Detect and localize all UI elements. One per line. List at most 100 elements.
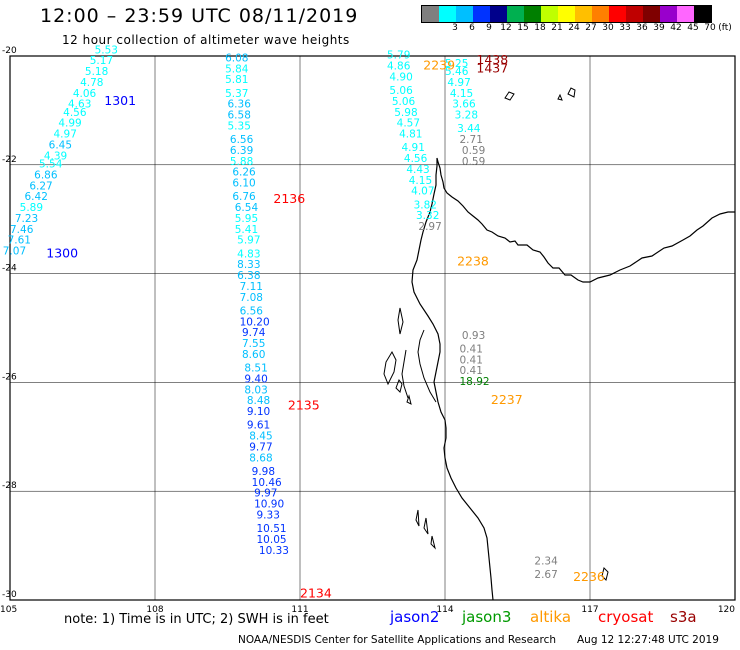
swh-value: 3.66 — [452, 99, 476, 111]
lat-tick-label: -30 — [2, 590, 17, 600]
legend-bin-label: 15 — [517, 23, 529, 33]
houtman-islet — [395, 378, 412, 405]
swh-value: 6.38 — [237, 270, 260, 282]
legend-bin-label: 45 — [687, 23, 699, 33]
legend-bin-label: 9 — [486, 23, 492, 33]
swh-value: 4.90 — [389, 71, 412, 83]
swh-value: 4.57 — [397, 118, 420, 130]
swh-value: 9.97 — [254, 488, 277, 500]
legend-bin-label: 27 — [585, 23, 597, 33]
swh-value: 4.15 — [409, 175, 432, 187]
swh-value: 3.82 — [414, 199, 437, 211]
legend-unit: (ft) — [718, 23, 732, 33]
swh-value: 6.10 — [232, 178, 255, 190]
swh-value: 7.23 — [15, 213, 38, 225]
swh-value: 8.48 — [247, 395, 270, 407]
wave-height-observations: 5.535.175.184.784.064.634.564.994.976.45… — [3, 44, 558, 581]
swh-value: 7.07 — [3, 246, 26, 258]
legend-swatch — [541, 6, 558, 22]
shark-bay-peninsula — [401, 329, 437, 403]
legend-swatch — [524, 6, 541, 22]
swh-value: 7.11 — [240, 281, 263, 293]
pass-time-label: 2135 — [288, 398, 320, 413]
credit-text: NOAA/NESDIS Center for Satellite Applica… — [238, 634, 556, 646]
legend-bin-label: 42 — [670, 23, 682, 33]
pass-time-label: 2236 — [573, 569, 605, 584]
swh-value: 5.53 — [95, 44, 118, 56]
swh-value: 5.89 — [20, 202, 43, 214]
pass-time-label: 2239 — [423, 58, 455, 73]
swh-value: 5.06 — [389, 85, 413, 97]
swh-value: 5.46 — [445, 66, 469, 78]
swh-value: 7.46 — [10, 224, 34, 236]
swh-value: 2.34 — [534, 556, 558, 568]
swh-value: 7.55 — [242, 338, 265, 350]
swh-value: 4.78 — [80, 77, 103, 89]
legend-bin-label: 33 — [619, 23, 631, 33]
axis-tick-labels: 105 108 111 114 117 120 -20 -22 -24 -26 -28 -30 — [0, 46, 735, 615]
swh-value: 6.76 — [232, 191, 256, 203]
legend-swatch — [626, 6, 643, 22]
swh-value: 10.20 — [240, 316, 270, 328]
pass-time-label: 2136 — [273, 191, 305, 206]
swh-value: 7.61 — [8, 235, 31, 247]
legend-swatch — [643, 6, 660, 22]
swh-value: 4.97 — [447, 77, 470, 89]
swh-value: 4.97 — [54, 129, 77, 141]
legend-swatch — [677, 6, 694, 22]
legend-bin-label: 24 — [568, 23, 580, 33]
rottnest-island — [601, 567, 609, 581]
lon-tick-label: 105 — [0, 605, 17, 615]
swh-value: 0.41 — [460, 365, 483, 377]
swh-value: 6.36 — [228, 99, 252, 111]
generated-timestamp: Aug 12 12:27:48 UTC 2019 — [577, 634, 719, 646]
swh-value: 6.86 — [34, 169, 58, 181]
legend-bin-label: 6 — [469, 23, 475, 33]
legend-swatch — [490, 6, 507, 22]
legend-bin-label: 18 — [534, 23, 546, 33]
legend-bin-label: 36 — [636, 23, 648, 33]
footer-note: note: 1) Time is in UTC; 2) SWH is in fe… — [64, 612, 329, 627]
swh-value: 2.71 — [460, 134, 483, 146]
swh-value: 3.32 — [416, 210, 439, 222]
legend-swatch — [456, 6, 473, 22]
swh-value: 10.90 — [254, 499, 284, 511]
pass-time-label: 1438 — [476, 52, 508, 67]
legend-bin-label: 30 — [602, 23, 614, 33]
lat-tick-label: -20 — [2, 46, 17, 56]
legend-satellite-cryosat: cryosat — [598, 608, 654, 626]
swh-value: 5.25 — [445, 58, 468, 70]
swh-value: 6.42 — [25, 191, 48, 203]
swh-value: 4.91 — [402, 142, 425, 154]
swh-value: 9.61 — [247, 420, 270, 432]
swh-value: 0.59 — [462, 156, 485, 168]
swh-value: 4.56 — [404, 153, 428, 165]
swh-value: 2.97 — [418, 221, 441, 233]
australia-coastline — [411, 157, 735, 601]
swh-value: 9.74 — [242, 327, 266, 339]
swh-value: 5.88 — [230, 156, 253, 168]
swh-value: 6.08 — [225, 52, 248, 64]
color-scale-labels: 3 6 9 12 15 18 21 24 27 30 33 36 39 42 45 70 (ft) — [421, 23, 740, 35]
swh-value: 4.07 — [411, 186, 434, 198]
pass-time-label: 1301 — [104, 93, 136, 108]
legend-swatch — [694, 6, 711, 22]
barrow-island — [504, 91, 515, 101]
swh-value: 5.79 — [387, 50, 410, 62]
legend-satellite-jason3: jason3 — [462, 608, 512, 626]
lat-tick-label: -22 — [2, 155, 17, 165]
swh-value: 4.83 — [237, 248, 260, 260]
swh-value: 4.39 — [44, 150, 67, 162]
montebello-islands — [557, 87, 576, 101]
swh-value: 4.86 — [387, 61, 411, 73]
pass-time-label: 2238 — [457, 253, 489, 268]
swh-value: 5.54 — [39, 159, 63, 171]
legend-satellite-jason2: jason2 — [390, 608, 440, 626]
dirk-hartog-island — [383, 350, 397, 386]
swh-value: 6.26 — [232, 167, 256, 179]
chart-title: 12:00 – 23:59 UTC 08/11/2019 — [40, 5, 359, 27]
swh-value: 10.05 — [257, 534, 287, 546]
swh-value: 4.99 — [58, 118, 81, 130]
swh-value: 6.45 — [49, 139, 72, 151]
